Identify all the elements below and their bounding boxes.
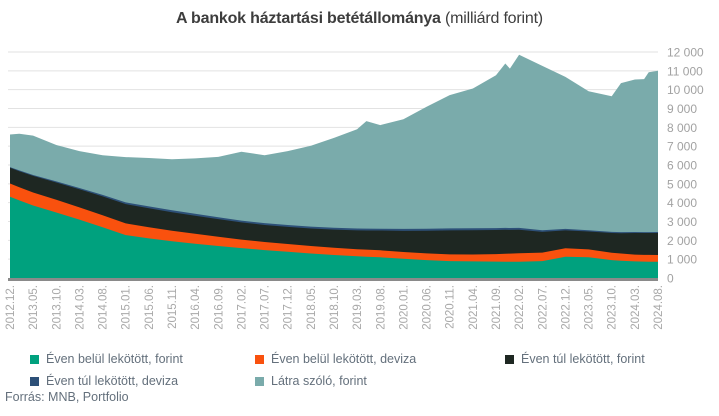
y-tick-label: 6 000 — [667, 159, 697, 173]
legend-item-even-belul-forint: Éven belül lekötött, forint — [30, 352, 255, 366]
legend-label: Látra szóló, forint — [271, 374, 367, 388]
y-tick-label: 9 000 — [667, 102, 697, 116]
x-tick-label: 2015.06. — [144, 285, 156, 330]
y-tick-label: 7 000 — [667, 140, 697, 154]
y-tick-label: 3 000 — [667, 215, 697, 229]
legend-label: Éven túl lekötött, deviza — [46, 374, 179, 388]
x-tick-label: 2021.04. — [468, 285, 480, 330]
x-tick-label: 2013.05. — [28, 285, 40, 330]
x-tick-label: 2017.07. — [260, 285, 272, 330]
green-swatch-icon — [30, 354, 39, 364]
x-tick-label: 2020.11. — [445, 285, 457, 329]
legend-item-even-belul-deviza: Éven belül lekötött, deviza — [255, 352, 505, 366]
source-note: Forrás: MNB, Portfolio — [5, 390, 129, 404]
y-tick-label: 5 000 — [667, 177, 697, 191]
x-tick-label: 2023.10. — [607, 285, 619, 330]
plot-area: 0 1 000 2 000 3 000 4 000 5 000 6 000 7 000 8 00… — [0, 36, 719, 348]
legend-item-latra-szolo: Látra szóló, forint — [255, 374, 505, 388]
stacked-area-chart: 0 1 000 2 000 3 000 4 000 5 000 6 000 7 000 8 00… — [5, 46, 704, 330]
y-tick-label: 1 000 — [667, 253, 697, 267]
x-tick-label: 2022.02. — [514, 285, 526, 330]
x-tick-label: 2014.08. — [98, 285, 110, 330]
x-tick-label: 2015.01. — [121, 285, 133, 330]
x-tick-label: 2012.12. — [5, 285, 17, 330]
legend-label: Éven belül lekötött, forint — [46, 352, 183, 366]
x-tick-label: 2016.04. — [190, 285, 202, 330]
x-tick-label: 2019.08. — [375, 285, 387, 330]
legend-item-even-tul-deviza: Éven túl lekötött, deviza — [30, 374, 255, 388]
legend: Éven belül lekötött, forint Éven belül l… — [0, 348, 719, 392]
x-tick-label: 2017.02. — [236, 285, 248, 330]
x-tick-label: 2017.12. — [283, 285, 295, 330]
y-tick-label: 2 000 — [667, 234, 697, 248]
x-tick-label: 2024.08. — [653, 285, 665, 330]
x-tick-label: 2014.03. — [74, 285, 86, 330]
chart-title-unit: (milliárd forint) — [440, 10, 543, 27]
legend-row-1: Éven belül lekötött, forint Éven belül l… — [0, 348, 719, 370]
y-tick-label: 12 000 — [667, 46, 704, 60]
x-tick-label: 2019.03. — [352, 285, 364, 330]
legend-label: Éven túl lekötött, forint — [521, 352, 645, 366]
x-tick-label: 2020.01. — [398, 285, 410, 330]
x-tick-label: 2016.09. — [213, 285, 225, 330]
x-tick-label: 2023.05. — [584, 285, 596, 330]
legend-item-even-tul-forint: Éven túl lekötött, forint — [505, 352, 645, 366]
blue-swatch-icon — [30, 376, 39, 386]
y-tick-label: 4 000 — [667, 196, 697, 210]
x-tick-label: 2020.06. — [422, 285, 434, 330]
x-tick-label: 2021.09. — [491, 285, 503, 330]
orange-swatch-icon — [255, 354, 264, 364]
y-tick-label: 0 — [667, 272, 674, 286]
legend-label: Éven belül lekötött, deviza — [271, 352, 417, 366]
x-tick-label: 2022.07. — [537, 285, 549, 330]
x-tick-label: 2022.12. — [560, 285, 572, 330]
black-swatch-icon — [505, 354, 514, 364]
x-tick-label: 2018.10. — [329, 285, 341, 330]
chart-title: A bankok háztartási betétállománya (mill… — [0, 10, 719, 28]
x-tick-label: 2013.10. — [51, 285, 63, 330]
legend-row-2: Éven túl lekötött, deviza Látra szóló, f… — [0, 370, 719, 392]
teal-swatch-icon — [255, 376, 264, 386]
area-1 — [10, 196, 658, 278]
chart-title-bold: A bankok háztartási betétállománya — [176, 10, 441, 27]
y-tick-label: 10 000 — [667, 83, 704, 97]
x-tick-label: 2024.03. — [630, 285, 642, 330]
x-tick-label: 2015.11. — [167, 285, 179, 329]
y-tick-label: 11 000 — [667, 64, 703, 78]
y-tick-label: 8 000 — [667, 121, 697, 135]
x-tick-label: 2018.05. — [306, 285, 318, 330]
